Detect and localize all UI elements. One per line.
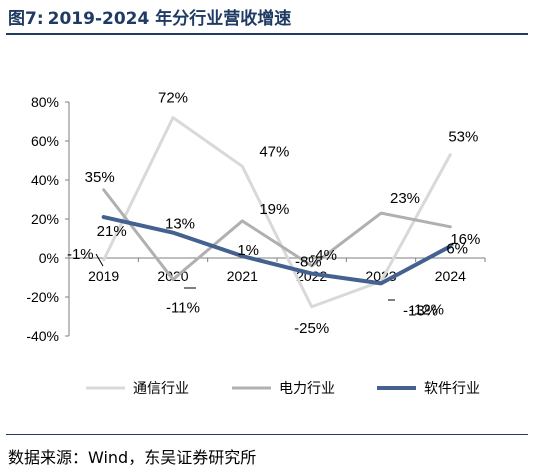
data-label: 47% bbox=[259, 143, 289, 160]
legend-label: 通信行业 bbox=[133, 380, 189, 396]
series-line-1 bbox=[102, 116, 452, 309]
series-line-2 bbox=[102, 188, 452, 281]
figure-label: 图7: bbox=[8, 9, 44, 29]
chart-series-lines bbox=[101, 116, 453, 309]
data-label: -25% bbox=[294, 320, 329, 337]
source-note: 数据来源：Wind，东吴证券研究所 bbox=[8, 448, 257, 467]
leader-line bbox=[95, 253, 104, 267]
chart-legend: 通信行业 电力行业 软件行业 bbox=[86, 380, 480, 396]
x-tick-label: 2024 bbox=[435, 268, 466, 284]
x-tick-label: 2019 bbox=[88, 268, 119, 284]
data-label: -8% bbox=[295, 254, 322, 271]
title-divider bbox=[6, 33, 528, 35]
chart-data-labels: -1% 72% 47% -25% -12% 53% 35% -11% 19% -4% 23% 16% 2… bbox=[67, 90, 480, 337]
data-label: 1% bbox=[237, 242, 259, 259]
y-tick-label: 0% bbox=[39, 250, 59, 266]
data-label: 53% bbox=[448, 129, 478, 146]
legend-label: 电力行业 bbox=[279, 380, 335, 396]
data-label: 6% bbox=[446, 240, 468, 257]
data-label: 19% bbox=[259, 201, 289, 218]
figure-title-text: 2019-2024 年分行业营收增速 bbox=[47, 9, 292, 29]
data-label: 16% bbox=[450, 231, 480, 248]
data-label: 23% bbox=[390, 190, 420, 207]
data-label: 35% bbox=[85, 169, 115, 186]
x-tick-label: 2021 bbox=[227, 268, 258, 284]
y-tick-label: 60% bbox=[31, 133, 59, 149]
data-label: 13% bbox=[165, 216, 195, 233]
y-tick-label: 20% bbox=[31, 211, 59, 227]
y-tick-label: 40% bbox=[31, 172, 59, 188]
data-label: -1% bbox=[67, 246, 94, 263]
data-label: -13% bbox=[403, 302, 438, 319]
data-label: 72% bbox=[158, 90, 188, 107]
data-label: -11% bbox=[166, 299, 200, 316]
figure-title: 图7: 2019-2024 年分行业营收增速 bbox=[8, 4, 295, 29]
y-tick-label: 80% bbox=[31, 94, 59, 110]
data-label: 21% bbox=[97, 223, 127, 240]
y-tick-label: -40% bbox=[26, 328, 59, 344]
data-label: -4% bbox=[310, 247, 337, 264]
y-tick-label: -20% bbox=[26, 289, 59, 305]
data-label: -12% bbox=[409, 301, 444, 318]
source-divider bbox=[6, 434, 528, 435]
series-line-3 bbox=[101, 215, 453, 286]
legend-label: 软件行业 bbox=[424, 380, 480, 396]
chart-axes: 80%60%40%20%0%-20%-40%2019 2020 2021 2022 20… bbox=[26, 94, 486, 344]
